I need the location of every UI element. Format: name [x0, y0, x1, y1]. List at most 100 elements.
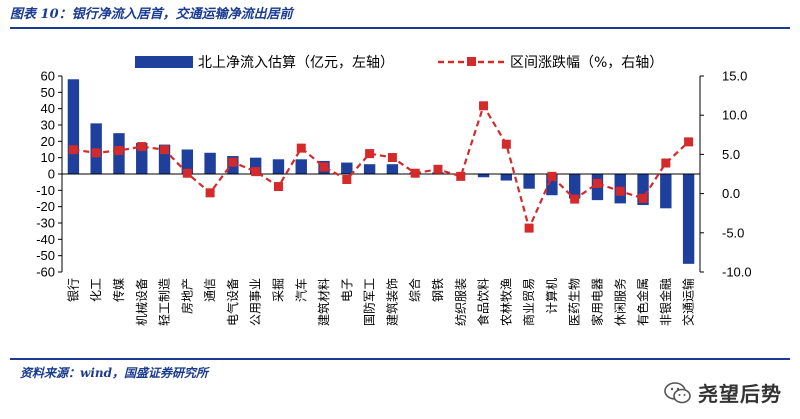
category-label: 国防军工: [362, 278, 377, 326]
bar: [249, 157, 262, 174]
category-label: 建筑材料: [316, 278, 331, 326]
category-label: 采掘: [270, 278, 285, 302]
y-left-tick-label: -10: [36, 183, 55, 198]
line-point: [479, 101, 489, 111]
y-left-tick-label: 0: [48, 167, 55, 182]
line-point: [205, 188, 215, 198]
category-label: 汽车: [293, 278, 308, 302]
category-label: 综合: [407, 278, 422, 302]
bar: [660, 174, 672, 209]
bar: [523, 174, 535, 189]
line-point: [273, 182, 283, 192]
bar: [341, 162, 353, 174]
y-right-tick-label: 15.0: [722, 69, 747, 84]
line-point: [251, 167, 261, 177]
category-label: 电子: [340, 278, 354, 302]
line-point: [433, 164, 443, 174]
y-left-tick-label: 30: [41, 118, 55, 133]
line-point: [570, 194, 580, 204]
line-point: [228, 157, 238, 167]
category-label: 休闲服务: [612, 278, 627, 326]
figure-title: 图表 10：银行净流入居首，交通运输净流出居前: [10, 7, 293, 22]
bar: [386, 164, 399, 174]
y-left-tick-label: 40: [41, 101, 55, 116]
y-left-tick-label: 60: [41, 69, 55, 84]
wechat-icon: [664, 381, 691, 403]
bar: [136, 142, 148, 174]
category-label: 轻工制造: [158, 278, 172, 326]
category-label: 通信: [203, 278, 217, 302]
bar: [637, 174, 649, 206]
line-point: [661, 158, 671, 168]
y-right-tick-label: -5.0: [722, 225, 744, 240]
category-label: 计算机: [544, 278, 559, 314]
legend-line-marker: [467, 57, 476, 66]
y-right-tick-label: 5.0: [722, 147, 740, 162]
y-left-tick-label: -30: [36, 216, 55, 231]
y-left-tick-label: 50: [41, 85, 55, 100]
watermark-text: 尧望后势: [698, 382, 782, 406]
line-point: [114, 145, 124, 155]
line-point: [684, 137, 694, 147]
line-point: [182, 168, 192, 178]
line-point: [342, 174, 352, 184]
line-point: [456, 171, 466, 181]
bar: [204, 152, 216, 174]
y-axis-right: 15.0 10.0 5.0 0.0 -5.0 -10.0: [700, 69, 752, 280]
line-point: [91, 148, 101, 158]
bar: [67, 79, 80, 174]
category-label: 有色金属: [635, 278, 650, 326]
bar: [546, 174, 558, 196]
y-right-tick-label: 0.0: [722, 186, 740, 201]
bar: [477, 174, 490, 178]
category-label: 传媒: [111, 278, 126, 302]
bar: [158, 144, 171, 174]
category-label: 交通运输: [681, 278, 696, 326]
bar: [181, 149, 194, 174]
bar: [363, 164, 376, 174]
category-label: 化工: [89, 278, 103, 302]
line-series-path: [73, 103, 690, 232]
bar: [500, 174, 513, 181]
category-label: 纺织服装: [454, 278, 468, 326]
y-left-tick-label: -40: [36, 232, 55, 247]
category-label: 机械设备: [134, 278, 149, 326]
source-rule: [10, 358, 790, 360]
line-point: [160, 145, 170, 155]
legend-line-label: 区间涨跌幅（%，右轴）: [510, 55, 663, 71]
title-rule: [10, 27, 790, 29]
watermark: 尧望后势: [664, 378, 782, 407]
category-label: 非银金融: [658, 278, 673, 326]
line-point: [524, 223, 534, 233]
line-point: [296, 143, 306, 153]
line-point: [410, 168, 420, 178]
bar: [682, 174, 695, 264]
line-point: [137, 142, 147, 152]
line-point: [68, 145, 78, 155]
category-label: 农林牧渔: [499, 278, 513, 326]
category-label: 家用电器: [589, 278, 604, 326]
line-series: [68, 101, 694, 233]
line-point: [592, 178, 602, 188]
y-right-tick-label: -10.0: [722, 265, 752, 280]
bar: [568, 174, 581, 199]
bar: [272, 159, 285, 174]
category-label: 商业贸易: [521, 278, 536, 326]
y-right-tick-label: 10.0: [722, 108, 747, 123]
y-left-tick-label: -20: [36, 199, 55, 214]
y-left-tick-label: -50: [36, 248, 55, 263]
bar-series: [67, 79, 695, 264]
y-left-tick-label: 20: [41, 134, 55, 149]
legend-bar-swatch: [135, 56, 193, 68]
legend: 北上净流入估算（亿元，左轴） 区间涨跌幅（%，右轴）: [135, 55, 663, 71]
category-label: 食品饮料: [476, 278, 491, 326]
line-point: [615, 186, 625, 196]
line-point: [547, 171, 557, 181]
line-point: [638, 193, 648, 203]
legend-bar-label: 北上净流入估算（亿元，左轴）: [198, 55, 394, 71]
category-label: 医药生物: [568, 278, 582, 326]
category-label: 公用事业: [249, 278, 263, 326]
y-left-tick-label: -60: [36, 265, 55, 280]
